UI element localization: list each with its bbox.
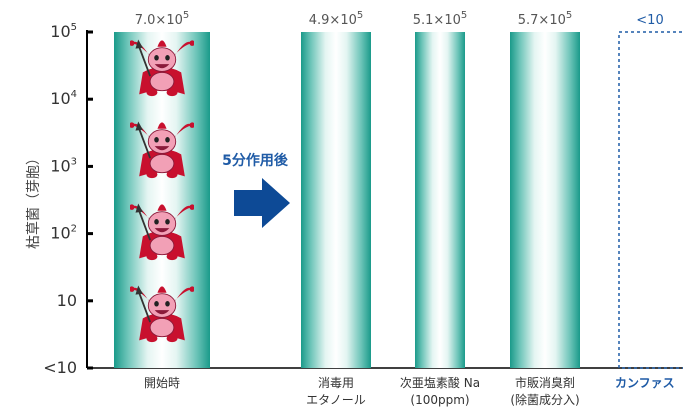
y-tick-label: 105	[50, 22, 77, 41]
y-tick-label: 104	[50, 89, 77, 108]
bar-value-label: 4.9×105	[309, 10, 363, 28]
y-tick-label: <10	[43, 358, 77, 377]
x-category-label: 次亜塩素酸 Na	[400, 375, 480, 390]
bar-value-label: 5.1×105	[413, 10, 467, 28]
x-category-label: (100ppm)	[410, 393, 469, 407]
bar-value-label: <10	[636, 13, 663, 28]
x-category-label: カンファス	[615, 376, 675, 390]
bar	[415, 32, 465, 368]
bar	[510, 32, 580, 368]
bar	[301, 32, 371, 368]
right-arrow-icon	[234, 178, 290, 228]
bar-value-label: 7.0×105	[135, 10, 189, 28]
y-axis-title: 枯草菌（芽胞）	[26, 151, 42, 249]
annotation-label: 5分作用後	[222, 152, 289, 169]
bar-value-label: 5.7×105	[518, 10, 572, 28]
y-tick-label: 102	[50, 224, 77, 243]
x-category-label: 市販消臭剤	[515, 375, 575, 390]
x-category-label: エタノール	[306, 393, 366, 407]
y-tick-label: 103	[50, 156, 77, 175]
bar-canfas-outline	[618, 31, 683, 369]
x-category-label: 開始時	[144, 376, 180, 390]
x-category-label: 消毒用	[318, 376, 354, 390]
y-tick-label: 10	[57, 291, 77, 310]
x-category-label: (除菌成分入)	[510, 392, 579, 407]
